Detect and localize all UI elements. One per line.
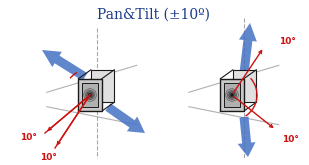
Circle shape xyxy=(84,89,96,101)
Polygon shape xyxy=(224,83,240,107)
Circle shape xyxy=(226,89,238,101)
Circle shape xyxy=(86,90,95,99)
Circle shape xyxy=(87,92,93,98)
Circle shape xyxy=(231,94,233,96)
Text: Pan&Tilt (±10º): Pan&Tilt (±10º) xyxy=(98,8,210,22)
Polygon shape xyxy=(42,50,87,81)
Text: 10°: 10° xyxy=(40,152,57,162)
Polygon shape xyxy=(91,70,114,102)
Text: 10°: 10° xyxy=(19,132,36,142)
Circle shape xyxy=(88,93,92,97)
Polygon shape xyxy=(220,79,244,111)
Circle shape xyxy=(230,93,234,97)
Polygon shape xyxy=(233,70,256,102)
Polygon shape xyxy=(78,79,102,111)
Polygon shape xyxy=(238,116,256,157)
Circle shape xyxy=(89,94,91,96)
Circle shape xyxy=(227,90,236,99)
Polygon shape xyxy=(105,103,145,133)
Polygon shape xyxy=(239,23,257,74)
Polygon shape xyxy=(82,83,98,107)
Circle shape xyxy=(229,92,235,98)
Text: 10°: 10° xyxy=(282,135,299,145)
Text: 10°: 10° xyxy=(279,36,296,46)
